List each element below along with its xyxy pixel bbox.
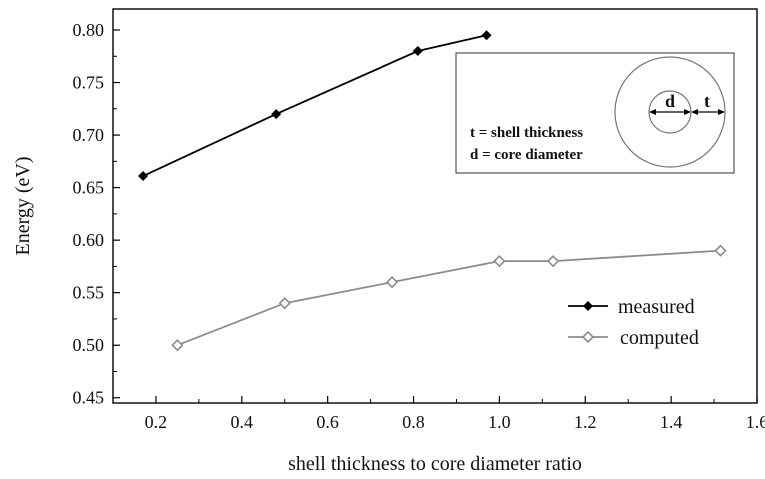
y-tick-label: 0.65: [73, 178, 105, 198]
t-label: t: [704, 91, 710, 111]
data-point-computed: [278, 297, 291, 310]
x-tick-label: 1.2: [574, 412, 597, 432]
legend: measured computed: [568, 296, 699, 349]
x-axis: 0.2 0.4 0.6 0.8 1.0 1.2 1.4 1.6: [112, 396, 765, 432]
legend-label-measured: measured: [618, 296, 695, 318]
series-line-computed: [177, 249, 721, 347]
x-tick-label: 0.6: [316, 412, 339, 432]
y-tick-label: 0.70: [73, 125, 105, 145]
inset-text-shell-thickness: t = shell thickness: [470, 125, 583, 141]
data-point-measured: [271, 109, 282, 120]
y-tick-label: 0.75: [73, 73, 105, 93]
x-tick-label: 1.4: [660, 412, 683, 432]
data-point-measured: [412, 46, 423, 57]
data-point-computed: [546, 255, 560, 268]
legend-label-computed: computed: [620, 327, 699, 349]
x-tick-label: 1.0: [488, 412, 511, 432]
x-tick-label: 0.8: [402, 412, 425, 432]
legend-marker-computed: [581, 330, 595, 344]
data-point-computed: [714, 244, 727, 257]
y-axis: 0.45 0.50 0.55 0.60 0.65 0.70 0.75 0.80: [73, 20, 120, 408]
d-label: d: [665, 91, 675, 111]
plot-frame: [112, 8, 758, 404]
data-point-measured: [138, 171, 149, 182]
y-tick-label: 0.55: [73, 283, 105, 303]
data-point-computed: [493, 255, 506, 268]
y-tick-label: 0.60: [73, 230, 105, 250]
legend-marker-measured: [583, 301, 593, 311]
data-point-measured: [481, 30, 492, 41]
x-tick-label: 0.4: [231, 412, 254, 432]
series-line-measured: [142, 34, 487, 177]
d-arrow-left-head: [649, 109, 656, 115]
y-axis-label: Energy (eV): [12, 156, 34, 255]
inset-diagram: d t t = shell thickness d = core diamete…: [455, 52, 735, 174]
t-arrow-left-head: [691, 109, 698, 115]
plot-area: [112, 8, 758, 404]
inset-text-core-diameter: d = core diameter: [470, 147, 583, 163]
series-layer: [138, 30, 727, 352]
x-axis-label: shell thickness to core diameter ratio: [288, 453, 582, 475]
t-arrow-right-head: [718, 109, 725, 115]
y-tick-label: 0.45: [73, 388, 105, 408]
y-tick-label: 0.50: [73, 335, 105, 355]
x-tick-label: 0.2: [145, 412, 168, 432]
data-point-computed: [385, 276, 399, 289]
x-tick-label: 1.6: [746, 412, 765, 432]
d-arrow-right-head: [684, 109, 691, 115]
y-tick-label: 0.80: [73, 20, 105, 40]
data-point-computed: [171, 339, 184, 352]
